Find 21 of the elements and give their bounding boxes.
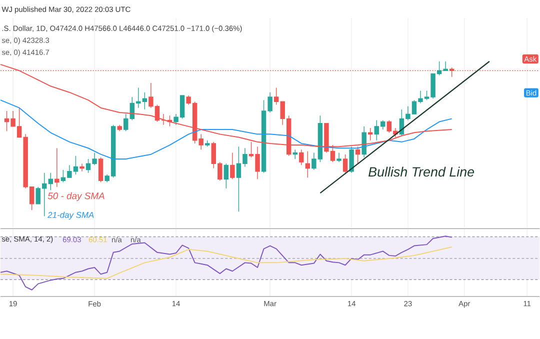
- candlestick: [80, 163, 84, 172]
- candlestick: [124, 113, 128, 132]
- candlestick: [342, 154, 348, 174]
- candlestick: [54, 148, 60, 187]
- candlestick: [305, 150, 310, 178]
- candlestick: [98, 156, 104, 182]
- candlestick: [205, 140, 210, 147]
- candlestick: [299, 149, 304, 166]
- candlestick: [117, 124, 122, 132]
- text: 21-day SMA: [48, 211, 94, 220]
- candlestick: [349, 146, 354, 174]
- candlestick: [230, 152, 235, 180]
- candlestick: [292, 149, 298, 160]
- candlestick: [336, 152, 342, 162]
- series-label: Bullish Trend Line: [368, 166, 474, 176]
- candlestick: [368, 127, 373, 141]
- candlestick: [48, 172, 54, 190]
- candlestick: [362, 126, 366, 158]
- candlestick: [224, 163, 229, 189]
- candlestick: [161, 113, 166, 126]
- text: 50 - day SMA: [48, 192, 104, 201]
